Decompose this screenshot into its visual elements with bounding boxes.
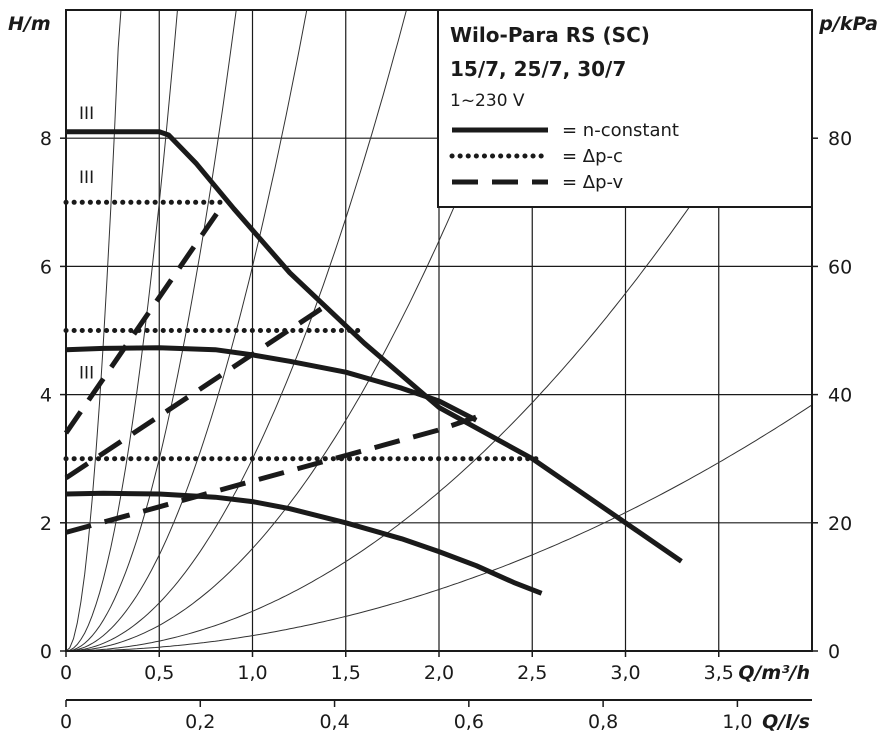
y2-axis-label: p/kPa xyxy=(818,13,878,35)
axes: 0 0,5 1,0 1,5 2,0 2,5 3,0 3,5 Q/m³/h 0 0,2 0,4 0,6 0,… xyxy=(8,13,878,733)
series-solid-0 xyxy=(66,129,683,564)
system-curve-3 xyxy=(66,10,308,651)
x2-tick-label-0: 0 xyxy=(60,711,72,733)
x-tick-label-4: 2,0 xyxy=(424,662,454,684)
x2-tick-label-5: 1,0 xyxy=(722,711,752,733)
x-tick-label-3: 1,5 xyxy=(331,662,361,684)
legend-entry-dashed: = Δp-v xyxy=(562,172,624,193)
voltage-label: 1~230 V xyxy=(450,91,525,111)
x-tick-label-0: 0 xyxy=(60,662,72,684)
series-solid-2 xyxy=(65,490,543,596)
chart-subtitle: 15/7, 25/7, 30/7 xyxy=(450,57,626,81)
system-curve-7 xyxy=(66,404,812,651)
curve-label-0: III xyxy=(79,104,94,124)
curve-label-2: III xyxy=(79,364,94,384)
x2-tick-label-3: 0,6 xyxy=(454,711,484,733)
curve-label-1: III xyxy=(79,168,94,188)
x-axis-label: Q/m³/h xyxy=(738,662,810,684)
legend-box xyxy=(437,9,813,208)
pump-curves xyxy=(63,129,683,596)
x-tick-label-6: 3,0 xyxy=(610,662,640,684)
legend-entry-dotted: = Δp-c xyxy=(562,146,623,167)
system-curve-6 xyxy=(66,14,812,651)
x-tick-label-5: 2,5 xyxy=(517,662,547,684)
x2-axis-label: Q/l/s xyxy=(762,711,810,733)
series-dashed-8 xyxy=(65,414,478,535)
chart-title: Wilo-Para RS (SC) xyxy=(450,23,650,47)
y2-tick-label-2: 40 xyxy=(828,385,852,407)
system-curve-1 xyxy=(66,10,178,651)
x-tick-label-1: 0,5 xyxy=(144,662,174,684)
legend-entry-solid: = n-constant xyxy=(562,120,679,141)
y-tick-label-4: 8 xyxy=(40,128,52,150)
y-tick-label-1: 2 xyxy=(40,513,52,535)
series-solid-1 xyxy=(65,345,478,423)
y-tick-label-3: 6 xyxy=(40,256,52,278)
y-tick-label-2: 4 xyxy=(40,385,52,407)
y2-tick-label-4: 80 xyxy=(828,128,852,150)
system-curve-0 xyxy=(66,10,122,651)
legend: Wilo-Para RS (SC) 15/7, 25/7, 30/7 1~230… xyxy=(437,9,813,208)
curve-labels: III III III xyxy=(79,104,94,384)
series-dashed-7 xyxy=(64,302,329,480)
y-axis-label: H/m xyxy=(8,13,51,35)
x2-tick-label-2: 0,4 xyxy=(319,711,349,733)
y2-tick-label-0: 0 xyxy=(828,641,840,663)
system-curve-4 xyxy=(66,10,407,651)
y-tick-label-0: 0 xyxy=(40,641,52,663)
system-curve-2 xyxy=(66,10,237,651)
y2-tick-label-3: 60 xyxy=(828,256,852,278)
system-curves xyxy=(66,10,812,651)
x2-tick-label-1: 0,2 xyxy=(185,711,215,733)
x-tick-label-2: 1,0 xyxy=(237,662,267,684)
series-dashed-6 xyxy=(63,200,227,435)
x2-tick-label-4: 0,8 xyxy=(588,711,618,733)
x-tick-label-7: 3,5 xyxy=(704,662,734,684)
y2-tick-label-1: 20 xyxy=(828,513,852,535)
